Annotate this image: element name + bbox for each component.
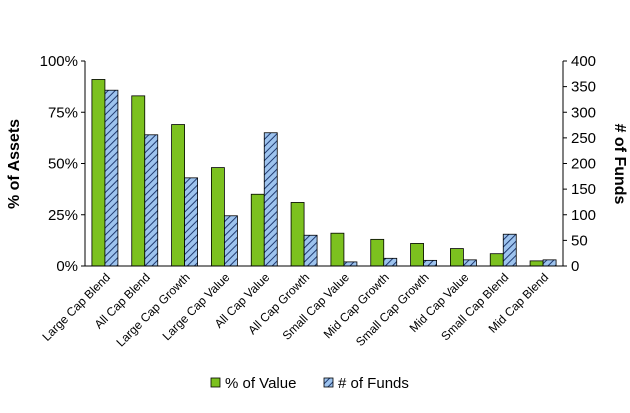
bar-num-funds (423, 259, 437, 267)
legend-label-pct-value: % of Value (225, 375, 296, 392)
y-tick-label: 0% (56, 258, 78, 275)
y2-tick-label: 50 (571, 232, 588, 249)
bar-pct-value (171, 124, 185, 267)
bar-num-funds (263, 132, 278, 267)
bar-num-funds (463, 259, 477, 267)
y2-tick-label: 350 (571, 79, 596, 96)
y2-axis-ticks: 0 50 100 150 200 250 300 350 400 (563, 53, 596, 275)
bar-pct-value (250, 193, 265, 267)
y2-tick-label: 250 (571, 130, 596, 147)
bar-num-funds (184, 177, 198, 267)
y-tick-label: 75% (48, 104, 78, 121)
x-tick-label: Large Cap Value (160, 270, 233, 343)
bar-pct-value (290, 202, 305, 267)
bars (91, 79, 557, 267)
bar-pct-value (211, 167, 225, 267)
bar-pct-value (529, 260, 544, 267)
y-tick-label: 50% (48, 156, 78, 173)
x-tick-label: Small Cap Growth (353, 270, 432, 349)
y2-tick-label: 200 (571, 156, 596, 173)
bar-num-funds (303, 234, 318, 267)
bar-pct-value (131, 95, 146, 267)
y2-tick-label: 0 (571, 258, 579, 275)
bar-num-funds (224, 215, 238, 267)
x-tick-label: Small Cap Blend (438, 270, 511, 343)
bar-pct-value (370, 238, 385, 267)
x-tick-label: Large Cap Blend (39, 270, 113, 344)
axes (84, 61, 564, 267)
y2-tick-label: 100 (571, 207, 596, 224)
bar-num-funds (343, 261, 358, 267)
bar-pct-value (330, 232, 345, 267)
y-axis-ticks: 0% 25% 50% 75% 100% (40, 53, 85, 275)
bar-pct-value (410, 243, 424, 267)
y-axis-title: % of Assets (6, 119, 23, 209)
bar-pct-value (450, 248, 464, 267)
legend-swatch-pct-value (210, 377, 221, 388)
y2-tick-label: 300 (571, 104, 596, 121)
bar-num-funds (144, 134, 159, 267)
y-tick-label: 25% (48, 207, 78, 224)
bar-pct-value (489, 253, 504, 267)
legend-label-num-funds: # of Funds (338, 375, 409, 392)
y2-axis-title: # of Funds (611, 124, 628, 205)
y-tick-label: 100% (40, 53, 78, 70)
bar-num-funds (383, 257, 398, 267)
y2-tick-label: 400 (571, 53, 596, 70)
y2-tick-label: 150 (571, 181, 596, 198)
bar-num-funds (502, 233, 517, 267)
bar-num-funds (542, 259, 557, 267)
bar-num-funds (104, 89, 119, 267)
legend-swatch-num-funds (323, 377, 334, 388)
legend: % of Value # of Funds (210, 375, 409, 392)
x-tick-label: Large Cap Growth (113, 270, 192, 349)
bar-pct-value (91, 79, 106, 267)
